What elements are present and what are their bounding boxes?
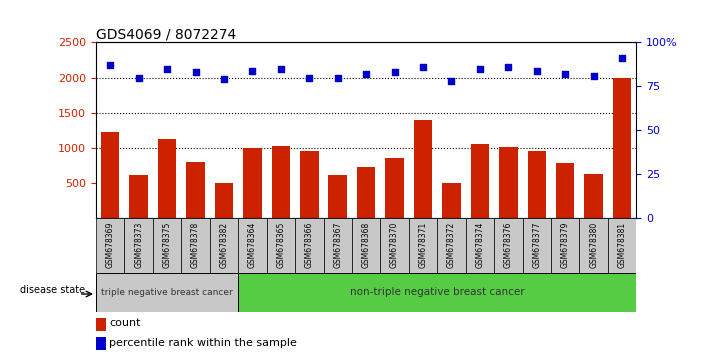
Text: GSM678368: GSM678368 — [362, 222, 370, 268]
Point — [446, 78, 457, 84]
Bar — [324, 218, 352, 273]
Bar — [414, 120, 432, 218]
Point — [218, 76, 230, 82]
Bar — [613, 78, 631, 218]
Bar — [523, 218, 551, 273]
Bar — [584, 173, 603, 218]
Point — [503, 64, 514, 70]
Text: GSM678371: GSM678371 — [419, 222, 427, 268]
Text: triple negative breast cancer: triple negative breast cancer — [101, 287, 233, 297]
Text: GSM678367: GSM678367 — [333, 222, 342, 268]
Bar — [494, 218, 523, 273]
Bar — [551, 218, 579, 273]
Bar — [528, 151, 546, 218]
Bar — [357, 167, 375, 218]
Text: GSM678380: GSM678380 — [589, 222, 598, 268]
Text: GDS4069 / 8072274: GDS4069 / 8072274 — [96, 27, 236, 41]
Text: GSM678382: GSM678382 — [220, 222, 228, 268]
Text: GSM678374: GSM678374 — [476, 222, 484, 268]
Bar — [556, 163, 574, 218]
Text: GSM678369: GSM678369 — [106, 222, 114, 268]
Bar — [96, 273, 238, 312]
Point — [247, 68, 258, 73]
Bar — [238, 218, 267, 273]
Text: disease state: disease state — [20, 285, 85, 295]
Bar — [409, 218, 437, 273]
Bar — [267, 218, 295, 273]
Point — [474, 66, 486, 72]
Bar — [238, 273, 636, 312]
Bar — [215, 183, 233, 218]
Bar — [471, 144, 489, 218]
Point — [304, 75, 315, 80]
Bar — [101, 132, 119, 218]
Bar — [96, 318, 106, 331]
Text: GSM678370: GSM678370 — [390, 222, 399, 268]
Text: GSM678377: GSM678377 — [533, 222, 541, 268]
Bar — [385, 158, 404, 218]
Bar — [352, 218, 380, 273]
Bar — [380, 218, 409, 273]
Point — [332, 75, 343, 80]
Bar — [437, 218, 466, 273]
Text: GSM678372: GSM678372 — [447, 222, 456, 268]
Text: GSM678381: GSM678381 — [618, 222, 626, 268]
Bar — [608, 218, 636, 273]
Bar — [124, 218, 153, 273]
Bar — [96, 337, 106, 350]
Bar — [579, 218, 608, 273]
Text: GSM678378: GSM678378 — [191, 222, 200, 268]
Text: GSM678373: GSM678373 — [134, 222, 143, 268]
Point — [161, 66, 173, 72]
Point — [389, 69, 400, 75]
Point — [560, 71, 571, 77]
Bar — [295, 218, 324, 273]
Text: GSM678376: GSM678376 — [504, 222, 513, 268]
Text: percentile rank within the sample: percentile rank within the sample — [109, 337, 297, 348]
Point — [105, 62, 116, 68]
Text: GSM678379: GSM678379 — [561, 222, 570, 268]
Point — [531, 68, 542, 73]
Text: GSM678365: GSM678365 — [277, 222, 285, 268]
Bar — [328, 175, 347, 218]
Text: GSM678375: GSM678375 — [163, 222, 171, 268]
Bar — [210, 218, 238, 273]
Point — [588, 73, 599, 79]
Text: GSM678364: GSM678364 — [248, 222, 257, 268]
Bar — [153, 218, 181, 273]
Bar — [96, 218, 124, 273]
Bar — [243, 148, 262, 218]
Bar — [272, 146, 290, 218]
Text: GSM678366: GSM678366 — [305, 222, 314, 268]
Point — [190, 69, 201, 75]
Point — [133, 75, 144, 80]
Bar — [300, 151, 319, 218]
Bar — [442, 183, 461, 218]
Bar — [158, 138, 176, 218]
Point — [616, 56, 628, 61]
Text: non-triple negative breast cancer: non-triple negative breast cancer — [350, 287, 525, 297]
Bar — [186, 162, 205, 218]
Text: count: count — [109, 318, 141, 329]
Bar — [499, 147, 518, 218]
Bar — [181, 218, 210, 273]
Bar — [129, 175, 148, 218]
Bar — [466, 218, 494, 273]
Point — [360, 71, 372, 77]
Point — [275, 66, 287, 72]
Point — [417, 64, 429, 70]
